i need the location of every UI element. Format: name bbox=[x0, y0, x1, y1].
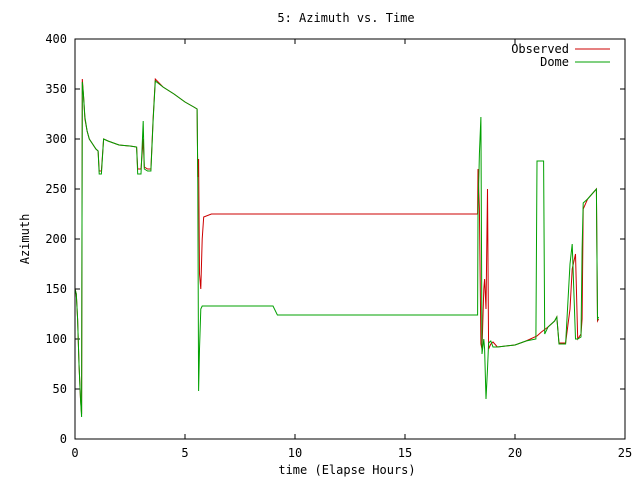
x-axis-label: time (Elapse Hours) bbox=[278, 463, 415, 477]
plot-series bbox=[74, 77, 600, 418]
y-axis-ticks: 0 50 100 150 200 250 300 350 400 bbox=[45, 32, 625, 446]
chart-title: 5: Azimuth vs. Time bbox=[277, 11, 414, 25]
x-tick-label: 20 bbox=[508, 446, 522, 460]
y-tick-label: 250 bbox=[45, 182, 67, 196]
y-tick-label: 0 bbox=[60, 432, 67, 446]
y-tick-label: 50 bbox=[53, 382, 67, 396]
y-axis-label: Azimuth bbox=[18, 214, 32, 265]
x-tick-label: 0 bbox=[71, 446, 78, 460]
y-tick-label: 200 bbox=[45, 232, 67, 246]
plot-border bbox=[74, 38, 626, 440]
series-line-dome bbox=[74, 80, 600, 418]
y-tick-label: 150 bbox=[45, 282, 67, 296]
y-tick-label: 300 bbox=[45, 132, 67, 146]
y-tick-label: 350 bbox=[45, 82, 67, 96]
x-tick-label: 10 bbox=[288, 446, 302, 460]
legend-label-observed: Observed bbox=[511, 42, 569, 56]
x-tick-label: 25 bbox=[618, 446, 632, 460]
y-tick-label: 400 bbox=[45, 32, 67, 46]
legend-label-dome: Dome bbox=[540, 55, 569, 69]
y-tick-label: 100 bbox=[45, 332, 67, 346]
x-tick-label: 5 bbox=[181, 446, 188, 460]
x-axis-ticks: 0 5 10 15 20 25 bbox=[71, 39, 632, 460]
x-tick-label: 15 bbox=[398, 446, 412, 460]
legend: Observed Dome bbox=[511, 42, 610, 69]
